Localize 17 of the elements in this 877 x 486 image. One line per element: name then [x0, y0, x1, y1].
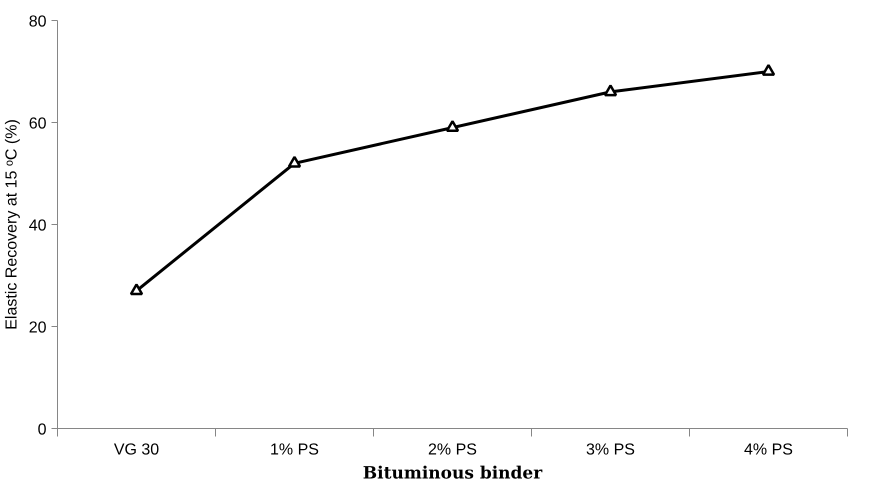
y-axis-title: Elastic Recovery at 15 ᵒC (%)	[4, 119, 21, 330]
y-tick-label: 60	[28, 116, 47, 132]
x-tick-label: 4% PS	[744, 442, 793, 458]
x-tick-label: VG 30	[114, 442, 160, 458]
x-tick-label: 2% PS	[428, 442, 477, 458]
point	[762, 64, 776, 76]
y-tick-label: 0	[38, 422, 47, 438]
y-tick-label: 80	[28, 14, 47, 30]
x-tick-label: 3% PS	[586, 442, 635, 458]
y-tick-label: 40	[28, 218, 47, 234]
point	[604, 84, 618, 96]
x-axis-title: Bituminous binder	[362, 464, 544, 484]
y-tick-label: 20	[28, 320, 47, 336]
point	[446, 120, 460, 132]
x-tick-label: 1% PS	[270, 442, 319, 458]
point	[130, 283, 144, 296]
point	[288, 156, 302, 168]
